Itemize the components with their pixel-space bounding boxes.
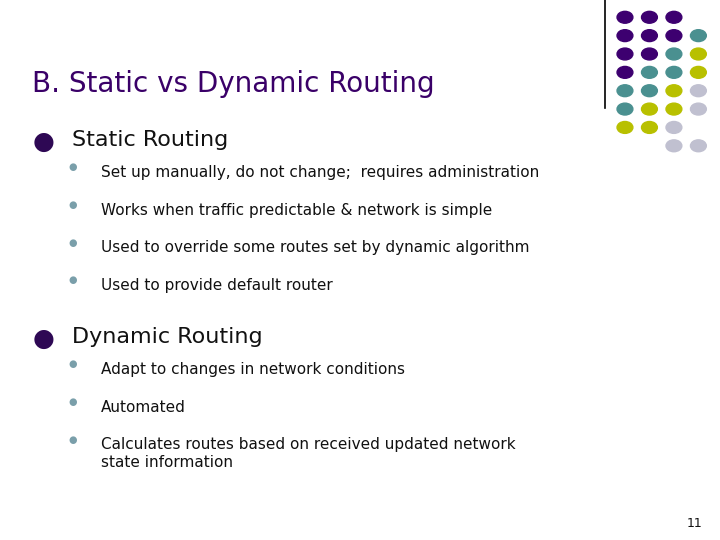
Circle shape [690, 85, 706, 97]
Circle shape [617, 11, 633, 23]
Circle shape [617, 85, 633, 97]
Circle shape [642, 103, 657, 115]
Circle shape [642, 48, 657, 60]
Circle shape [690, 140, 706, 152]
Text: Adapt to changes in network conditions: Adapt to changes in network conditions [101, 362, 405, 377]
Circle shape [666, 30, 682, 42]
Circle shape [666, 122, 682, 133]
Circle shape [690, 103, 706, 115]
Circle shape [642, 66, 657, 78]
Circle shape [666, 48, 682, 60]
Circle shape [617, 48, 633, 60]
Circle shape [617, 66, 633, 78]
Text: 11: 11 [686, 517, 702, 530]
Text: Used to override some routes set by dynamic algorithm: Used to override some routes set by dyna… [101, 240, 529, 255]
Text: ●: ● [68, 162, 77, 172]
Text: ●: ● [68, 200, 77, 210]
Text: ●: ● [68, 275, 77, 286]
Circle shape [617, 122, 633, 133]
Text: ●: ● [68, 238, 77, 248]
Text: Calculates routes based on received updated network
state information: Calculates routes based on received upda… [101, 437, 516, 470]
Circle shape [666, 11, 682, 23]
Text: Dynamic Routing: Dynamic Routing [72, 327, 263, 347]
Text: Automated: Automated [101, 400, 186, 415]
Circle shape [690, 48, 706, 60]
Circle shape [690, 30, 706, 42]
Circle shape [690, 66, 706, 78]
Circle shape [642, 122, 657, 133]
Circle shape [617, 103, 633, 115]
Circle shape [617, 30, 633, 42]
Text: ●: ● [68, 397, 77, 407]
Circle shape [666, 66, 682, 78]
Text: Used to provide default router: Used to provide default router [101, 278, 333, 293]
Text: B. Static vs Dynamic Routing: B. Static vs Dynamic Routing [32, 70, 435, 98]
Circle shape [642, 11, 657, 23]
Text: ●: ● [68, 435, 77, 445]
Text: Works when traffic predictable & network is simple: Works when traffic predictable & network… [101, 202, 492, 218]
Text: ●: ● [32, 327, 54, 350]
Text: Set up manually, do not change;  requires administration: Set up manually, do not change; requires… [101, 165, 539, 180]
Text: Static Routing: Static Routing [72, 130, 228, 150]
Text: ●: ● [32, 130, 54, 153]
Text: ●: ● [68, 359, 77, 369]
Circle shape [666, 103, 682, 115]
Circle shape [666, 140, 682, 152]
Circle shape [642, 85, 657, 97]
Circle shape [666, 85, 682, 97]
Circle shape [642, 30, 657, 42]
